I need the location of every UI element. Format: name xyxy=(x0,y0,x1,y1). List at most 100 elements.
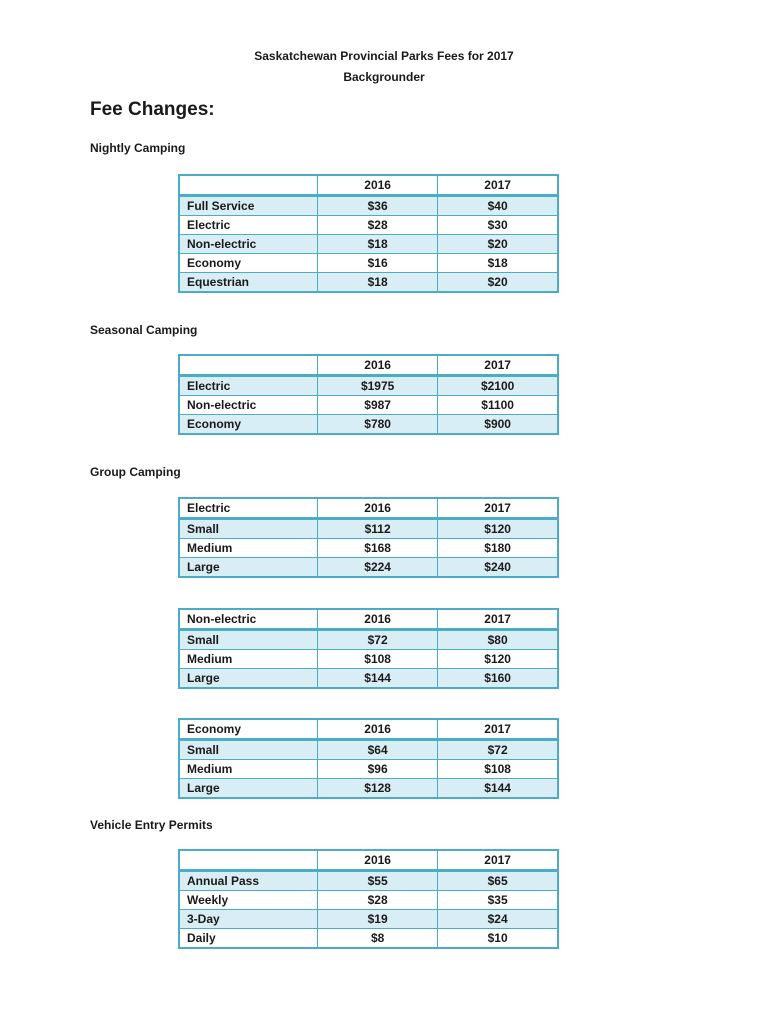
fee-value-cell: $24 xyxy=(437,909,559,929)
row-label-cell: Equestrian xyxy=(178,272,318,293)
table-row: Large $128 $144 xyxy=(178,778,559,799)
row-label-cell: Medium xyxy=(178,759,318,779)
fee-value-cell: $240 xyxy=(437,557,559,578)
table-row: Electric $1975 $2100 xyxy=(178,375,559,396)
document-title: Saskatchewan Provincial Parks Fees for 2… xyxy=(0,46,768,88)
row-label-cell: Medium xyxy=(178,649,318,669)
row-label-header-cell xyxy=(178,849,318,872)
year-header-cell: 2016 xyxy=(316,174,439,197)
row-label-header-cell xyxy=(178,174,318,197)
year-header-cell: 2017 xyxy=(437,354,559,377)
table-row: Economy $16 $18 xyxy=(178,253,559,273)
row-label-header-cell: Electric xyxy=(178,497,318,520)
section-label-vehicle-entry-permits: Vehicle Entry Permits xyxy=(90,818,213,832)
fee-value-cell: $18 xyxy=(316,234,439,254)
fee-value-cell: $987 xyxy=(316,395,439,415)
table-row: Equestrian $18 $20 xyxy=(178,272,559,293)
fee-value-cell: $168 xyxy=(316,538,439,558)
year-header-cell: 2017 xyxy=(437,849,559,872)
row-label-cell: Small xyxy=(178,518,318,539)
fee-value-cell: $80 xyxy=(437,629,559,650)
fee-value-cell: $18 xyxy=(316,272,439,293)
row-label-cell: Non-electric xyxy=(178,234,318,254)
fee-value-cell: $40 xyxy=(437,195,559,216)
table-row: Small $64 $72 xyxy=(178,739,559,760)
row-label-cell: Large xyxy=(178,778,318,799)
fee-value-cell: $19 xyxy=(316,909,439,929)
row-label-cell: Weekly xyxy=(178,890,318,910)
table-header-row: 2016 2017 xyxy=(178,354,559,377)
group-camping-electric-table: Electric 2016 2017 Small $112 $120 Medium $168 $… xyxy=(178,497,559,578)
table-row: Daily $8 $10 xyxy=(178,928,559,949)
fee-value-cell: $30 xyxy=(437,215,559,235)
year-header-cell: 2016 xyxy=(316,497,439,520)
table-row: Large $144 $160 xyxy=(178,668,559,689)
fee-value-cell: $8 xyxy=(316,928,439,949)
fee-value-cell: $108 xyxy=(316,649,439,669)
year-header-cell: 2017 xyxy=(437,174,559,197)
row-label-cell: Electric xyxy=(178,215,318,235)
table-header-row: Electric 2016 2017 xyxy=(178,497,559,520)
table-header-row: 2016 2017 xyxy=(178,174,559,197)
table-row: Economy $780 $900 xyxy=(178,414,559,435)
table-row: Non-electric $987 $1100 xyxy=(178,395,559,415)
table-header-row: 2016 2017 xyxy=(178,849,559,872)
fee-value-cell: $10 xyxy=(437,928,559,949)
year-header-cell: 2016 xyxy=(316,849,439,872)
year-header-cell: 2016 xyxy=(316,354,439,377)
fee-value-cell: $180 xyxy=(437,538,559,558)
row-label-cell: Full Service xyxy=(178,195,318,216)
table-row: Annual Pass $55 $65 xyxy=(178,870,559,891)
row-label-header-cell: Non-electric xyxy=(178,608,318,631)
year-header-cell: 2017 xyxy=(437,608,559,631)
section-label-seasonal-camping: Seasonal Camping xyxy=(90,323,198,337)
fee-value-cell: $120 xyxy=(437,649,559,669)
fee-value-cell: $35 xyxy=(437,890,559,910)
document-title-line1: Saskatchewan Provincial Parks Fees for 2… xyxy=(254,49,514,63)
fee-value-cell: $2100 xyxy=(437,375,559,396)
section-label-nightly-camping: Nightly Camping xyxy=(90,141,186,155)
row-label-cell: Daily xyxy=(178,928,318,949)
fee-value-cell: $780 xyxy=(316,414,439,435)
year-header-cell: 2017 xyxy=(437,497,559,520)
fee-value-cell: $55 xyxy=(316,870,439,891)
row-label-cell: Annual Pass xyxy=(178,870,318,891)
table-row: Medium $108 $120 xyxy=(178,649,559,669)
row-label-cell: 3-Day xyxy=(178,909,318,929)
table-row: Medium $168 $180 xyxy=(178,538,559,558)
fee-value-cell: $900 xyxy=(437,414,559,435)
fee-value-cell: $160 xyxy=(437,668,559,689)
row-label-cell: Economy xyxy=(178,253,318,273)
nightly-camping-table: 2016 2017 Full Service $36 $40 Electric $28 $30… xyxy=(178,174,559,293)
row-label-cell: Large xyxy=(178,668,318,689)
fee-value-cell: $96 xyxy=(316,759,439,779)
fee-value-cell: $65 xyxy=(437,870,559,891)
row-label-cell: Medium xyxy=(178,538,318,558)
table-row: Small $112 $120 xyxy=(178,518,559,539)
fee-value-cell: $20 xyxy=(437,234,559,254)
group-camping-non-electric-table: Non-electric 2016 2017 Small $72 $80 Medium $10… xyxy=(178,608,559,689)
row-label-header-cell xyxy=(178,354,318,377)
document-title-line2: Backgrounder xyxy=(343,70,425,84)
row-label-cell: Small xyxy=(178,739,318,760)
table-row: 3-Day $19 $24 xyxy=(178,909,559,929)
fee-value-cell: $1975 xyxy=(316,375,439,396)
table-row: Large $224 $240 xyxy=(178,557,559,578)
table-row: Small $72 $80 xyxy=(178,629,559,650)
fee-value-cell: $36 xyxy=(316,195,439,216)
fee-value-cell: $28 xyxy=(316,215,439,235)
table-row: Electric $28 $30 xyxy=(178,215,559,235)
table-row: Full Service $36 $40 xyxy=(178,195,559,216)
fee-value-cell: $28 xyxy=(316,890,439,910)
fee-value-cell: $18 xyxy=(437,253,559,273)
fee-value-cell: $120 xyxy=(437,518,559,539)
fee-changes-heading: Fee Changes: xyxy=(90,99,215,120)
row-label-cell: Large xyxy=(178,557,318,578)
table-row: Non-electric $18 $20 xyxy=(178,234,559,254)
fee-value-cell: $144 xyxy=(437,778,559,799)
fee-value-cell: $144 xyxy=(316,668,439,689)
seasonal-camping-table: 2016 2017 Electric $1975 $2100 Non-electric $9… xyxy=(178,354,559,435)
row-label-cell: Non-electric xyxy=(178,395,318,415)
table-row: Medium $96 $108 xyxy=(178,759,559,779)
